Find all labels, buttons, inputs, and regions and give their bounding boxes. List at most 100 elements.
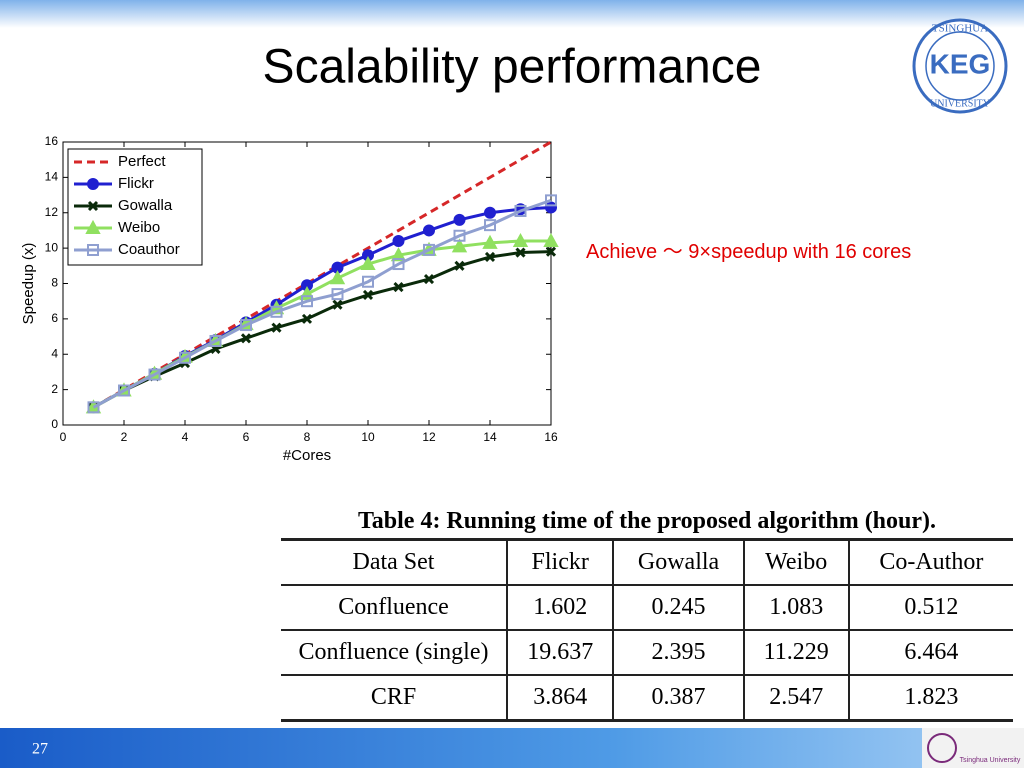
point [87, 401, 100, 414]
point [240, 333, 252, 344]
table-cell: Flickr [505, 538, 614, 585]
point [148, 368, 161, 381]
x-tick-label: 14 [483, 430, 497, 444]
point [85, 219, 101, 234]
x-tick-label: 16 [544, 430, 558, 444]
point [332, 299, 343, 310]
point [331, 288, 344, 301]
point [270, 305, 283, 318]
footer-seal [927, 733, 957, 763]
point [301, 313, 313, 324]
table-cell: Weibo [742, 538, 849, 585]
table-cell: Gowalla [612, 538, 744, 585]
y-tick-label: 8 [51, 276, 58, 290]
y-tick-label: 12 [45, 205, 59, 219]
table-cell: 2.547 [742, 674, 849, 722]
table-row: Confluence (single) 19.637 2.395 11.229 6.46… [281, 629, 1013, 675]
point [87, 200, 99, 212]
point [454, 260, 465, 271]
point [209, 334, 222, 347]
table-cell: Co-Author [847, 538, 1013, 585]
y-tick-label: 4 [51, 346, 58, 360]
point [453, 229, 466, 242]
point [393, 281, 404, 293]
table-cell: 0.245 [612, 584, 744, 630]
table-cell: 1.083 [742, 584, 849, 630]
point [515, 247, 526, 258]
x-axis-label: #Cores [283, 447, 331, 464]
point [423, 274, 435, 285]
table-cell: 0.512 [847, 584, 1013, 630]
series-line [92, 198, 552, 409]
point [543, 232, 559, 248]
logo-bottom-text: UNIVERSITY [930, 98, 990, 109]
legend-label: Coauthor [118, 241, 180, 258]
table-cell: 1.602 [505, 584, 614, 630]
point [484, 251, 496, 263]
point [362, 275, 374, 288]
point [451, 238, 468, 253]
point [453, 213, 466, 226]
point [301, 295, 313, 308]
point [545, 246, 557, 257]
point [512, 232, 529, 248]
x-tick-label: 12 [422, 430, 436, 444]
legend-label: Perfect [118, 153, 166, 170]
point [423, 224, 435, 237]
y-tick-label: 10 [45, 240, 59, 254]
table-cell: 0.387 [612, 674, 744, 722]
table-cell: CRF [281, 674, 507, 722]
table: Data Set Flickr Gowalla Weibo Co-Author Confl… [281, 538, 1013, 722]
table-cell: 2.395 [612, 629, 744, 675]
y-axis-label: Speedup (x) [20, 243, 37, 325]
y-tick-label: 14 [45, 170, 59, 184]
table-cell: 3.864 [505, 674, 614, 722]
logo-top-text: TSINGHUA [932, 23, 988, 35]
point [87, 178, 99, 190]
slide-title: Scalability performance [263, 41, 762, 94]
point [392, 235, 405, 248]
table-cell: Confluence (single) [281, 629, 507, 675]
top-band [0, 0, 1024, 28]
point [514, 204, 527, 217]
point [362, 289, 374, 301]
logo-inner-ring [925, 31, 995, 101]
point [392, 258, 405, 271]
point [484, 206, 496, 219]
y-tick-label: 2 [51, 382, 58, 396]
point [118, 384, 130, 397]
x-tick-label: 0 [60, 430, 67, 444]
table-cell: 11.229 [742, 629, 849, 675]
table-caption: Table 4: Running time of the proposed al… [357, 508, 937, 534]
footer-logo-text: Tsinghua University [960, 757, 1021, 764]
point [360, 255, 376, 271]
annotation: Achieve ～ 9×speedup with 16 cores [586, 241, 912, 263]
point [87, 244, 99, 256]
x-tick-label: 2 [121, 430, 128, 444]
bottom-band [0, 728, 1024, 768]
page-number: 27 [32, 741, 48, 758]
point [271, 322, 282, 333]
y-tick-label: 0 [51, 417, 58, 431]
annotation-box: Achieve ～ 9×speedup with 16 cores [586, 241, 912, 263]
point [545, 201, 557, 214]
table-row: Confluence 1.602 0.245 1.083 0.512 [281, 584, 1013, 630]
table-block: Table 4: Running time of the proposed al… [281, 504, 1013, 722]
y-tick-label: 16 [45, 134, 59, 148]
point [240, 319, 252, 332]
logo-ring [912, 18, 1008, 114]
point [484, 219, 496, 232]
point [329, 270, 346, 285]
point [545, 194, 557, 207]
table-row: Data Set Flickr Gowalla Weibo Co-Author [281, 538, 1013, 585]
series-line [92, 250, 552, 409]
legend-label: Flickr [118, 175, 154, 192]
x-tick-label: 4 [182, 430, 189, 444]
point [179, 351, 191, 364]
table-cell: Data Set [281, 538, 507, 585]
series-line [92, 140, 552, 409]
table-cell: 6.464 [847, 629, 1013, 675]
y-tick-label: 6 [51, 311, 58, 325]
